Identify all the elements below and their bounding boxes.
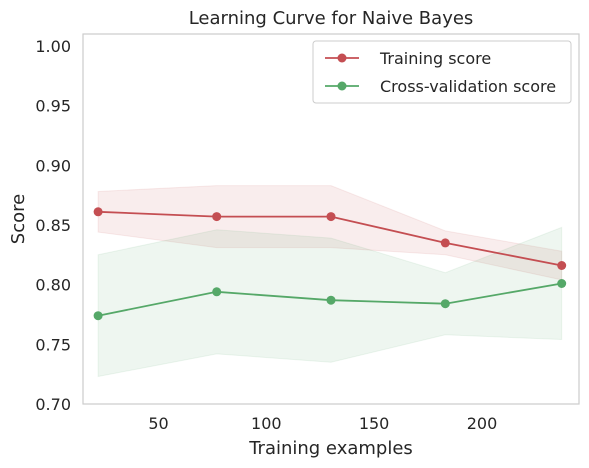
x-axis-ticks: 50 100 150 200 — [148, 414, 497, 433]
series-0-point-2 — [326, 212, 336, 222]
series-1-point-0 — [93, 311, 103, 321]
x-axis-label: Training examples — [248, 438, 413, 459]
y-tick-label: 1.00 — [35, 37, 71, 56]
y-tick-label: 0.85 — [35, 216, 71, 235]
y-tick-label: 0.75 — [35, 335, 71, 354]
x-tick-label: 50 — [148, 414, 168, 433]
x-tick-label: 200 — [467, 414, 498, 433]
y-tick-label: 0.70 — [35, 395, 71, 414]
series-0-point-0 — [93, 207, 103, 217]
series-1-point-4 — [557, 279, 567, 288]
x-tick-label: 150 — [359, 414, 390, 433]
series-markers — [93, 207, 567, 321]
legend-box — [312, 40, 572, 104]
legend-label-1: Cross-validation score — [380, 77, 556, 96]
series-1-point-1 — [212, 287, 222, 297]
plot-frame — [82, 33, 580, 405]
series-0-point-3 — [440, 238, 450, 248]
legend-marker-0 — [337, 53, 347, 63]
y-axis-ticks: 0.70 0.75 0.80 0.85 0.90 0.95 1.00 — [35, 37, 71, 414]
series-0-point-1 — [212, 212, 222, 222]
series-0-point-4 — [557, 261, 567, 270]
y-tick-label: 0.95 — [35, 97, 71, 116]
y-tick-label: 0.90 — [35, 156, 71, 175]
legend: Training score Cross-validation score — [312, 40, 572, 104]
y-axis-label: Score — [8, 194, 29, 244]
series-1-point-3 — [440, 299, 450, 309]
y-tick-label: 0.80 — [35, 276, 71, 295]
chart-title: Learning Curve for Naive Bayes — [189, 8, 474, 29]
x-tick-label: 100 — [251, 414, 282, 433]
legend-marker-1 — [337, 81, 347, 91]
legend-label-0: Training score — [379, 49, 491, 68]
series-1-point-2 — [326, 295, 336, 305]
